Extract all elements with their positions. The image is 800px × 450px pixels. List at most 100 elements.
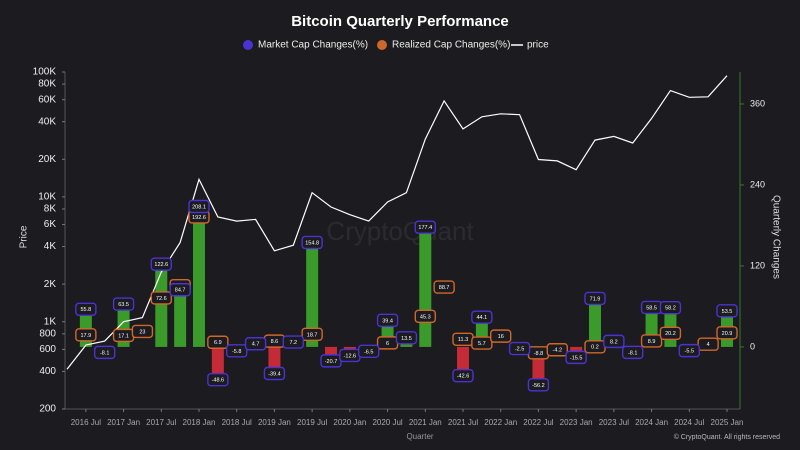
- value-label-box: [471, 310, 493, 324]
- value-label-text: -42.6: [457, 374, 470, 380]
- value-label-box: [452, 368, 474, 383]
- value-label-text: 5.7: [478, 341, 486, 347]
- value-label-box: [414, 220, 436, 234]
- value-label-box: [716, 304, 738, 318]
- value-label: 6.9: [207, 335, 229, 349]
- x-axis-label: Quarter: [406, 432, 433, 441]
- value-label-box: [697, 337, 719, 351]
- value-label: 72.6: [150, 291, 172, 305]
- value-label-text: -4.2: [553, 348, 562, 354]
- y-tick-label: 80K: [38, 79, 56, 90]
- value-label: 17.9: [75, 328, 97, 342]
- value-label-text: 84.7: [175, 288, 186, 294]
- value-label-text: 4.7: [252, 342, 260, 348]
- value-label-text: 72.6: [156, 296, 167, 302]
- legend-label: price: [527, 40, 549, 51]
- x-tick-label: 2023 Jul: [599, 418, 629, 427]
- value-label-text: 208.1: [192, 204, 206, 210]
- value-label-box: [169, 283, 191, 297]
- value-label: 8.2: [603, 334, 625, 349]
- value-label: -8.8: [527, 346, 550, 360]
- value-label-text: 8.9: [648, 339, 656, 345]
- value-label-text: -2.5: [515, 347, 524, 353]
- value-label: 53.5: [716, 304, 738, 318]
- y-tick-label: 2K: [44, 279, 57, 290]
- value-label-text: 20.2: [665, 331, 676, 337]
- value-label-text: -5.5: [685, 349, 694, 355]
- value-label-box: [659, 300, 682, 315]
- bar: [174, 289, 187, 347]
- x-tick-label: 2017 Jul: [146, 418, 176, 427]
- value-label-box: [244, 337, 267, 351]
- value-label-text: 58.5: [646, 305, 657, 311]
- x-tick-label: 2020 Jan: [333, 418, 366, 427]
- value-label: 8.9: [640, 334, 663, 348]
- value-label-text: -48.6: [212, 378, 225, 384]
- value-label-text: -6.5: [364, 349, 373, 355]
- value-label: 23: [131, 324, 154, 339]
- y-axis-label: Price: [19, 225, 30, 248]
- value-label: 5.7: [471, 336, 493, 350]
- value-label-text: -5.8: [232, 349, 241, 355]
- value-label: 71.9: [584, 291, 606, 306]
- value-label: 11.3: [452, 332, 474, 346]
- value-label-text: -15.5: [570, 355, 583, 361]
- value-label-text: -12.6: [344, 353, 357, 359]
- y2-tick-label: 0: [750, 341, 755, 351]
- bar: [155, 264, 168, 347]
- value-label-box: [94, 345, 116, 360]
- value-label: 55.8: [75, 302, 97, 316]
- value-label-box: [622, 345, 644, 360]
- value-label: -8.1: [94, 345, 116, 360]
- value-label-text: 154.8: [305, 240, 319, 246]
- value-label-box: [565, 350, 587, 365]
- value-label-box: [358, 344, 380, 359]
- value-label-box: [490, 329, 512, 343]
- value-label: 154.8: [301, 235, 323, 250]
- value-label-text: 8.6: [271, 339, 279, 345]
- value-label-text: 192.6: [192, 215, 206, 221]
- value-label: -42.6: [452, 368, 474, 383]
- legend-label: Realized Cap Changes(%): [392, 40, 510, 51]
- price-line: [66, 75, 728, 370]
- value-label: 4: [697, 337, 719, 351]
- value-label-text: 6.9: [214, 340, 222, 346]
- value-label-text: 58.2: [665, 306, 676, 312]
- x-tick-label: 2021 Jan: [409, 418, 442, 427]
- x-tick-label: 2017 Jan: [107, 418, 140, 427]
- value-label: -2.5: [508, 341, 531, 356]
- value-label: 58.2: [659, 300, 682, 315]
- value-label-text: 39.4: [382, 318, 393, 324]
- value-label: 84.7: [169, 283, 191, 297]
- value-label-box: [471, 336, 493, 350]
- value-label-text: 17.9: [80, 333, 91, 339]
- value-label-box: [188, 199, 210, 214]
- value-label-text: 71.9: [590, 296, 601, 302]
- value-label-text: -56.2: [532, 383, 545, 389]
- y2-axis-label: Quarterly Changes: [770, 195, 781, 279]
- value-label: 88.7: [433, 280, 455, 294]
- value-label: 7.2: [282, 335, 304, 349]
- value-label-box: [376, 313, 399, 328]
- value-label-box: [546, 343, 568, 357]
- bar: [457, 346, 469, 376]
- y-tick-label: 4K: [44, 241, 57, 252]
- value-label: -5.5: [678, 343, 700, 358]
- value-label-box: [150, 291, 172, 305]
- value-label-text: 13.5: [401, 336, 412, 342]
- y2-tick-label: 120: [750, 260, 765, 270]
- value-label: 6: [376, 336, 399, 350]
- value-label-box: [395, 331, 418, 345]
- value-label-text: 45.3: [420, 314, 431, 320]
- value-label-text: -39.4: [268, 371, 281, 377]
- y2-tick-label: 360: [750, 98, 765, 108]
- value-label-box: [414, 309, 436, 324]
- value-label-box: [603, 334, 625, 349]
- value-label-text: 63.5: [118, 302, 129, 308]
- value-label: -20.7: [320, 354, 342, 368]
- value-label-box: [659, 326, 682, 340]
- value-label-box: [716, 326, 738, 340]
- value-label-box: [131, 324, 154, 339]
- value-label: 20.2: [659, 326, 682, 340]
- value-label: -15.5: [565, 350, 587, 365]
